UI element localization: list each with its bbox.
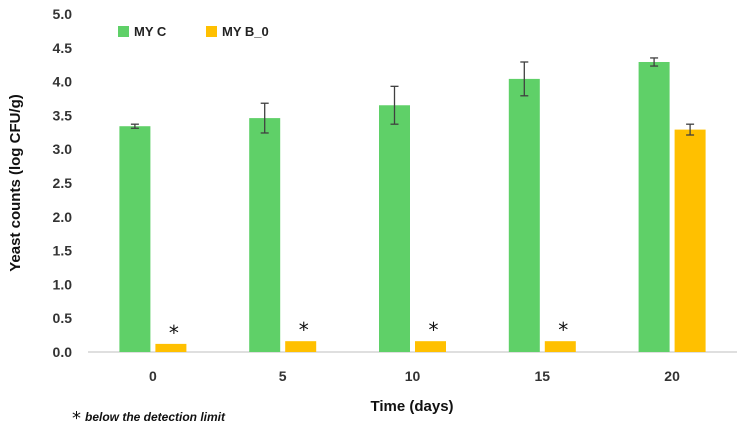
x-tick-label: 20 xyxy=(664,368,680,384)
y-tick-label: 3.5 xyxy=(53,107,73,123)
error-bar xyxy=(260,102,269,134)
x-tick-label: 0 xyxy=(149,368,157,384)
bar-my-b0-20 xyxy=(674,129,706,352)
y-tick-label: 5.0 xyxy=(53,6,73,22)
below-detection-marker: * xyxy=(299,318,309,342)
legend-label-my-c: MY C xyxy=(134,24,167,39)
x-axis-ticks: 0 5 10 15 20 xyxy=(149,368,680,384)
below-detection-marker: * xyxy=(429,318,439,342)
bar-my-c-10 xyxy=(379,105,410,352)
y-tick-label: 3.0 xyxy=(53,141,73,157)
below-detection-marker: * xyxy=(558,318,568,342)
footnote-symbol: * xyxy=(72,408,81,429)
y-tick-label: 4.5 xyxy=(53,40,73,56)
error-bar xyxy=(390,85,399,125)
below-detection-marker: * xyxy=(169,321,179,345)
bar-my-b0-5 xyxy=(285,341,317,352)
footnote-text: below the detection limit xyxy=(85,410,226,424)
bar-my-b0-10 xyxy=(415,341,446,352)
bar-my-b0-0 xyxy=(155,343,187,352)
error-bar xyxy=(650,57,659,67)
y-tick-label: 4.0 xyxy=(53,74,73,90)
legend: MY C MY B_0 xyxy=(118,24,269,39)
y-axis-ticks: 0.0 0.5 1.0 1.5 2.0 2.5 3.0 3.5 4.0 4.5 5.0 xyxy=(53,6,73,360)
legend-swatch-my-c xyxy=(118,26,129,37)
y-tick-label: 2.0 xyxy=(53,209,73,225)
error-bar xyxy=(130,123,139,129)
bar-my-c-0 xyxy=(119,126,151,352)
x-tick-label: 5 xyxy=(279,368,287,384)
y-axis-title: Yeast counts (log CFU/g) xyxy=(7,94,24,272)
y-tick-label: 1.0 xyxy=(53,276,73,292)
error-bar xyxy=(520,61,529,97)
bars-group: * * * * xyxy=(119,57,706,352)
y-tick-label: 0.0 xyxy=(53,344,73,360)
x-tick-label: 10 xyxy=(405,368,421,384)
x-tick-label: 15 xyxy=(535,368,551,384)
bar-my-b0-15 xyxy=(544,341,576,352)
footnote: * below the detection limit xyxy=(72,408,225,429)
y-tick-label: 2.5 xyxy=(53,175,73,191)
y-tick-label: 0.5 xyxy=(53,310,73,326)
legend-label-my-b0: MY B_0 xyxy=(222,24,269,39)
bar-my-c-20 xyxy=(638,61,670,352)
x-axis-title: Time (days) xyxy=(370,398,453,415)
y-tick-label: 1.5 xyxy=(53,243,73,259)
error-bar xyxy=(686,123,695,136)
bar-my-c-15 xyxy=(508,78,540,352)
bar-my-c-5 xyxy=(249,118,281,352)
legend-swatch-my-b0 xyxy=(206,26,217,37)
